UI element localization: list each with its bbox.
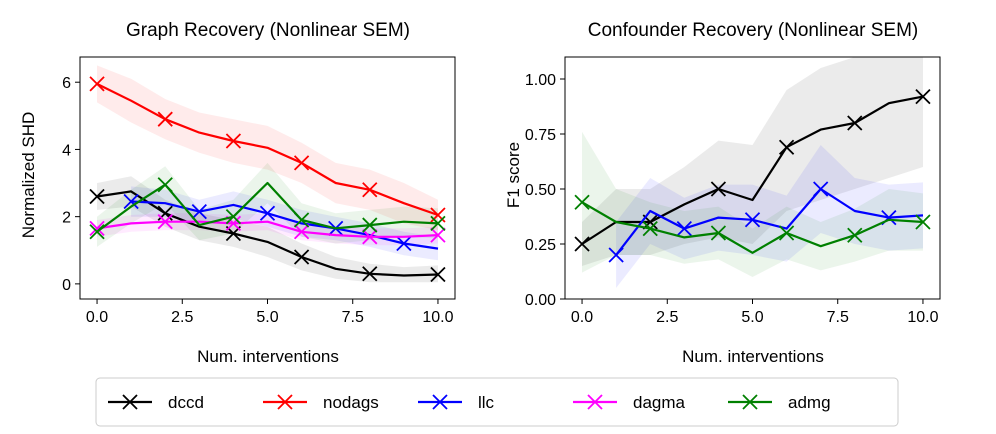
left-x-tick-label: 7.5	[342, 309, 364, 326]
left-nodags-marker	[362, 182, 378, 198]
right-admg-marker	[915, 214, 931, 230]
left-dagma-marker	[430, 227, 446, 243]
right-admg-marker	[574, 194, 590, 210]
right-y-axis-label: F1 score	[504, 142, 523, 208]
left-y-tick-label: 6	[62, 75, 71, 92]
left-x-tick-label: 10.0	[422, 309, 453, 326]
left-y-tick-label: 2	[62, 210, 71, 227]
left-dagma-marker	[293, 224, 310, 240]
right-dccd-marker	[915, 88, 931, 105]
left-dccd-marker	[89, 188, 105, 205]
legend-marker-nodags	[277, 394, 293, 410]
left-dagma-line	[96, 220, 439, 238]
left-nodags-marker	[293, 155, 310, 171]
left-x-tick-label: 5.0	[256, 309, 278, 326]
right-dccd-marker	[574, 236, 590, 252]
right-admg-marker	[847, 227, 863, 243]
left-admg-marker	[430, 215, 446, 232]
left-dccd-marker	[362, 266, 378, 282]
right-dccd-marker	[778, 139, 795, 155]
legend-item-nodags: nodags	[263, 393, 379, 412]
right-x-tick-label: 7.5	[827, 309, 849, 326]
right-llc-marker	[608, 247, 624, 263]
left-nodags-marker	[225, 133, 242, 149]
left-llc-line	[131, 200, 439, 250]
left-llc-marker	[123, 193, 139, 210]
left-x-axis-label: Num. interventions	[197, 347, 339, 366]
right-dccd-line	[581, 95, 924, 245]
right-admg-line	[581, 201, 924, 254]
legend-label-nodags: nodags	[323, 393, 379, 412]
right-llc-band	[616, 145, 923, 288]
left-y-tick-label: 0	[62, 277, 71, 294]
right-chart-title: Confounder Recovery (Nonlinear SEM)	[588, 20, 919, 41]
right-dccd-marker	[847, 115, 863, 131]
left-admg-marker	[362, 217, 378, 233]
legend-item-llc: llc	[418, 393, 495, 412]
right-llc-marker	[813, 181, 829, 197]
right-y-tick-label: 1.00	[525, 72, 556, 89]
right-llc-marker	[744, 212, 761, 228]
left-admg-marker	[89, 224, 105, 240]
right-dccd-marker	[710, 181, 727, 197]
legend-label-dagma: dagma	[633, 393, 686, 412]
left-nodags-marker	[157, 111, 173, 127]
left-admg-line	[96, 181, 439, 233]
left-x-tick-label: 0.0	[86, 309, 108, 326]
legend-marker-admg	[742, 394, 758, 410]
legend-item-admg: admg	[728, 393, 831, 412]
left-chart-title: Graph Recovery (Nonlinear SEM)	[126, 20, 410, 41]
left-x-tick-label: 2.5	[171, 309, 193, 326]
left-dccd-line	[96, 190, 439, 277]
left-admg-marker	[157, 177, 173, 193]
right-y-tick-label: 0.25	[525, 237, 556, 254]
left-dccd-marker	[293, 249, 310, 265]
right-y-tick-label: 0.50	[525, 182, 556, 199]
left-llc-marker	[259, 205, 276, 221]
left-nodags-line	[96, 82, 439, 217]
left-dccd-band	[97, 176, 438, 283]
right-x-tick-label: 2.5	[656, 309, 678, 326]
left-plot-area: 0.0 2.5 5.0 7.5 10.0 0 2 4 6	[62, 56, 456, 326]
right-x-tick-label: 0.0	[571, 309, 593, 326]
left-admg-marker	[293, 212, 310, 228]
right-plot-area: 0.0 2.5 5.0 7.5 10.0 0.00 0.25 0.50 0.75 1.00	[525, 56, 941, 326]
left-dagma-marker	[362, 229, 378, 245]
right-series-group	[574, 57, 931, 288]
legend-item-dccd: dccd	[108, 393, 204, 412]
left-llc-marker	[396, 235, 412, 252]
right-admg-marker	[642, 220, 658, 237]
right-x-tick-label: 5.0	[741, 309, 763, 326]
legend-item-dagma: dagma	[573, 393, 686, 412]
left-dagma-marker	[89, 220, 105, 237]
right-y-tick-label: 0.00	[525, 292, 556, 309]
legend-label-dccd: dccd	[168, 393, 204, 412]
left-admg-marker	[225, 209, 242, 225]
left-y-axis-label: Normalized SHD	[19, 112, 38, 239]
right-x-tick-label: 10.0	[907, 309, 938, 326]
left-y-tick-label: 4	[62, 142, 71, 159]
legend: dccd nodags llc dagma admg	[95, 377, 899, 427]
right-llc-marker	[676, 220, 692, 237]
legend-frame	[95, 377, 899, 427]
right-x-axis-label: Num. interventions	[682, 347, 824, 366]
legend-marker-dccd	[122, 394, 138, 410]
left-series-group	[89, 65, 446, 283]
left-dagma-marker	[157, 214, 173, 230]
legend-label-llc: llc	[478, 393, 495, 412]
legend-marker-llc	[432, 394, 448, 410]
right-admg-marker	[778, 225, 795, 241]
legend-label-admg: admg	[788, 393, 831, 412]
right-llc-line	[615, 187, 924, 256]
right-admg-marker	[710, 225, 727, 241]
left-dccd-marker	[430, 266, 446, 283]
left-nodags-marker	[89, 76, 105, 92]
left-llc-marker	[191, 203, 207, 220]
left-llc-band	[131, 186, 438, 261]
right-y-tick-label: 0.75	[525, 127, 556, 144]
legend-marker-dagma	[587, 394, 603, 410]
